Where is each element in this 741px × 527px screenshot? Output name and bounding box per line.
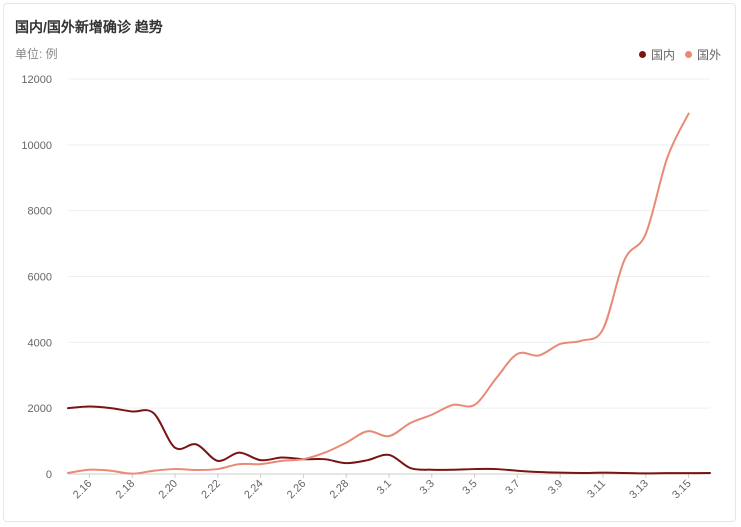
legend-dot-foreign <box>684 51 692 58</box>
x-tick-label: 2.28 <box>328 478 352 502</box>
x-tick-label: 3.9 <box>546 478 565 497</box>
y-tick-label: 10000 <box>21 140 52 152</box>
legend-label-domestic: 国内 <box>650 48 675 62</box>
y-tick-label: 8000 <box>28 206 52 218</box>
y-tick-label: 4000 <box>28 337 52 349</box>
x-tick-label: 3.15 <box>670 478 694 502</box>
chart-title: 国内/国外新增确诊 趋势 <box>15 19 163 35</box>
x-tick-label: 3.5 <box>460 478 479 497</box>
y-tick-label: 12000 <box>21 74 52 86</box>
x-tick-label: 3.13 <box>627 478 651 502</box>
legend-item-foreign[interactable]: 国外 <box>684 46 721 63</box>
legend-dot-domestic <box>638 51 646 58</box>
x-tick-label: 3.3 <box>418 478 437 497</box>
series-line-foreign[interactable] <box>67 112 690 475</box>
x-tick-label: 2.16 <box>71 478 95 502</box>
x-tick-label: 2.26 <box>285 478 309 502</box>
y-tick-label: 2000 <box>28 403 52 415</box>
y-tick-label: 6000 <box>28 272 52 284</box>
unit-label: 单位: 例 <box>15 47 58 61</box>
y-tick-label: 0 <box>46 469 52 481</box>
x-tick-label: 2.18 <box>114 478 138 502</box>
legend-label-foreign: 国外 <box>696 48 721 62</box>
x-tick-label: 3.11 <box>585 478 608 501</box>
series-line-domestic[interactable] <box>67 405 711 475</box>
x-tick-label: 2.24 <box>242 478 266 502</box>
legend-item-domestic[interactable]: 国内 <box>638 46 675 63</box>
x-tick-label: 2.22 <box>199 478 223 502</box>
x-tick-label: 2.20 <box>156 478 180 502</box>
x-tick-label: 3.7 <box>503 478 522 497</box>
x-tick-label: 3.1 <box>375 478 394 497</box>
legend: 国内 国外 <box>638 46 721 63</box>
chart-card: 国内/国外新增确诊 趋势 单位: 例 国内 国外 <box>3 3 736 522</box>
